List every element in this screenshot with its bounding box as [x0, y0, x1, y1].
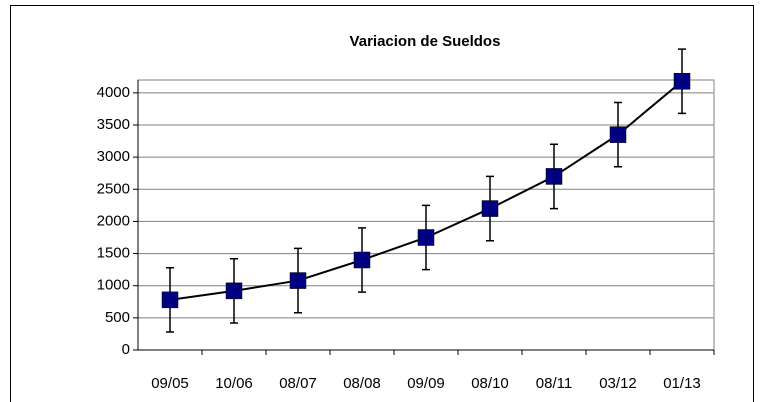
- marker: [545, 168, 563, 185]
- x-tick-label: 08/07: [279, 375, 317, 392]
- y-tick-label: 3000: [97, 148, 130, 165]
- marker: [353, 251, 371, 269]
- y-tick-label: 2500: [97, 180, 130, 197]
- marker: [417, 229, 435, 246]
- y-tick-label: 2000: [97, 212, 130, 229]
- x-tick-label: 10/06: [215, 375, 253, 392]
- marker: [161, 291, 179, 309]
- marker: [609, 126, 627, 143]
- marker: [673, 73, 691, 90]
- chart-title: Variacion de Sueldos: [350, 33, 501, 50]
- x-tick-label: 08/11: [536, 375, 572, 392]
- y-tick-label: 3500: [97, 116, 130, 133]
- y-tick-label: 1500: [97, 245, 130, 262]
- x-tick-label: 01/13: [663, 375, 701, 392]
- x-tick-label: 08/08: [343, 375, 381, 392]
- y-tick-label: 500: [105, 309, 130, 326]
- x-tick-label: 03/12: [599, 375, 637, 392]
- marker: [225, 282, 243, 300]
- y-tick-label: 4000: [97, 84, 130, 101]
- x-tick-label: 09/05: [151, 375, 189, 392]
- x-tick-label: 08/10: [471, 375, 509, 392]
- y-tick-label: 1000: [97, 277, 130, 294]
- marker: [289, 272, 307, 289]
- y-tick-label: 0: [122, 341, 130, 358]
- marker: [481, 200, 499, 217]
- x-tick-label: 09/09: [407, 375, 445, 392]
